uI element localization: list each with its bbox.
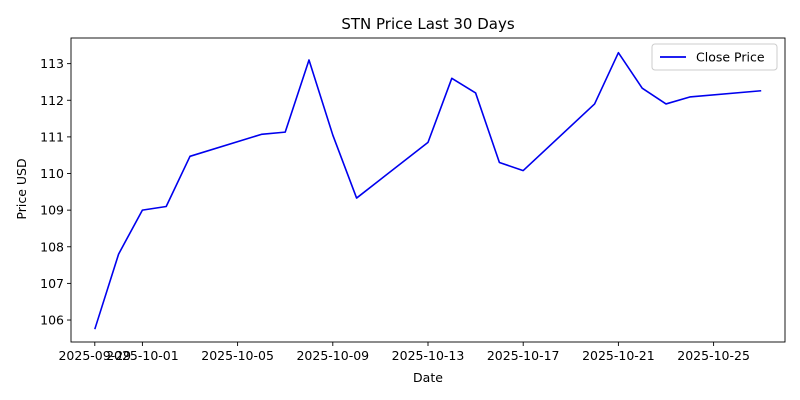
plot-area — [70, 37, 786, 343]
x-axis-label: Date — [413, 370, 443, 385]
x-tick-label: 2025-10-01 — [106, 348, 179, 363]
legend: Close Price — [651, 43, 778, 71]
chart-title: STN Price Last 30 Days — [341, 15, 515, 33]
y-tick-label: 106 — [40, 313, 64, 328]
x-tick-label: 2025-10-21 — [582, 348, 655, 363]
plot-frame — [70, 37, 786, 343]
series-line-close-price — [94, 51, 762, 330]
y-tick-label: 109 — [40, 203, 64, 218]
y-tick-label: 110 — [40, 166, 64, 181]
y-tick-label: 113 — [40, 56, 64, 71]
x-tick-label: 2025-10-17 — [487, 348, 560, 363]
y-axis: 106 107 108 109 110 111 112 113 — [40, 56, 71, 328]
legend-entry-close-price: Close Price — [696, 50, 765, 65]
x-tick-label: 2025-09-29 — [58, 348, 131, 363]
y-tick-label: 108 — [40, 239, 64, 254]
x-tick-label: 2025-10-05 — [201, 348, 274, 363]
y-axis-label: Price USD — [14, 158, 29, 219]
y-tick-label: 107 — [40, 276, 64, 291]
x-tick-label: 2025-10-25 — [677, 348, 750, 363]
legend-box — [651, 43, 778, 71]
x-tick-label: 2025-10-09 — [296, 348, 369, 363]
x-tick-label: 2025-10-13 — [392, 348, 465, 363]
y-tick-label: 112 — [40, 93, 64, 108]
y-tick-label: 111 — [40, 129, 64, 144]
